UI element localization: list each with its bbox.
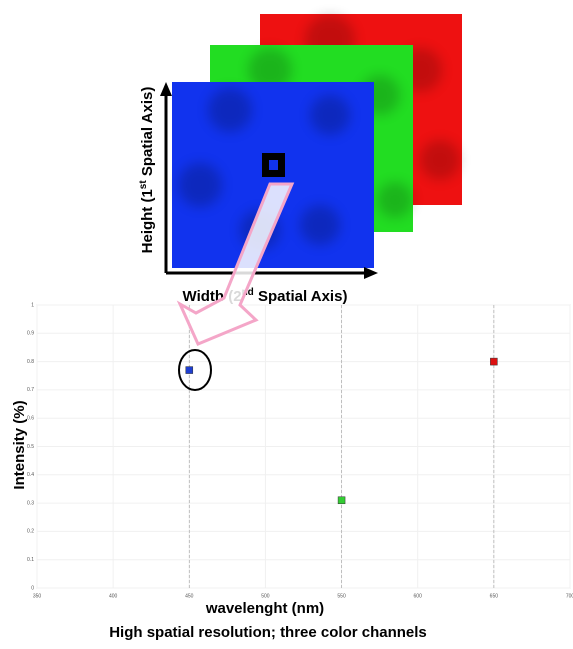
y-tick-label: 0.3 [27,500,34,506]
x-tick-label: 600 [414,593,423,599]
arrow-head [160,82,172,96]
image-planes [172,14,462,268]
x-tick-label: 550 [337,593,346,599]
y-tick-label: 0.8 [27,359,34,365]
y-tick-label: 0.5 [27,444,34,450]
y-tick-label: 1 [31,302,34,308]
point [490,358,497,365]
x-tick-label: 350 [33,593,42,599]
y-tick-label: 0.9 [27,331,34,337]
point [186,367,193,374]
x-tick-label: 450 [185,593,194,599]
y-tick-label: 0.4 [27,472,34,478]
y-tick-label: 0 [31,585,34,591]
width-label: Width (2nd Spatial Axis) [183,287,348,305]
x-axis-label: wavelenght (nm) [205,600,324,617]
x-tick-label: 650 [490,593,499,599]
y-tick-label: 0.7 [27,387,34,393]
point [338,497,345,504]
x-tick-label: 700 [566,593,573,599]
plot: 0 0.1 0.2 0.3 0.4 0.5 0.6 0.7 0.8 0.9 1 350 400 450 50… [27,302,573,599]
y-tick-label: 0.6 [27,416,34,422]
x-tick-label: 500 [261,593,270,599]
x-tick-label: 400 [109,593,118,599]
y-tick-label: 0.1 [27,557,34,563]
chart-title: High spatial resolution; three color cha… [109,624,427,641]
y-axis-label: Intensity (%) [11,400,28,489]
y-tick-label: 0.2 [27,529,34,535]
arrow-head [364,267,378,279]
pixel [269,160,278,170]
figure: Height (1st Spatial Axis) Width (2nd Spa… [0,0,573,644]
height-label: Height (1st Spatial Axis) [138,87,156,254]
